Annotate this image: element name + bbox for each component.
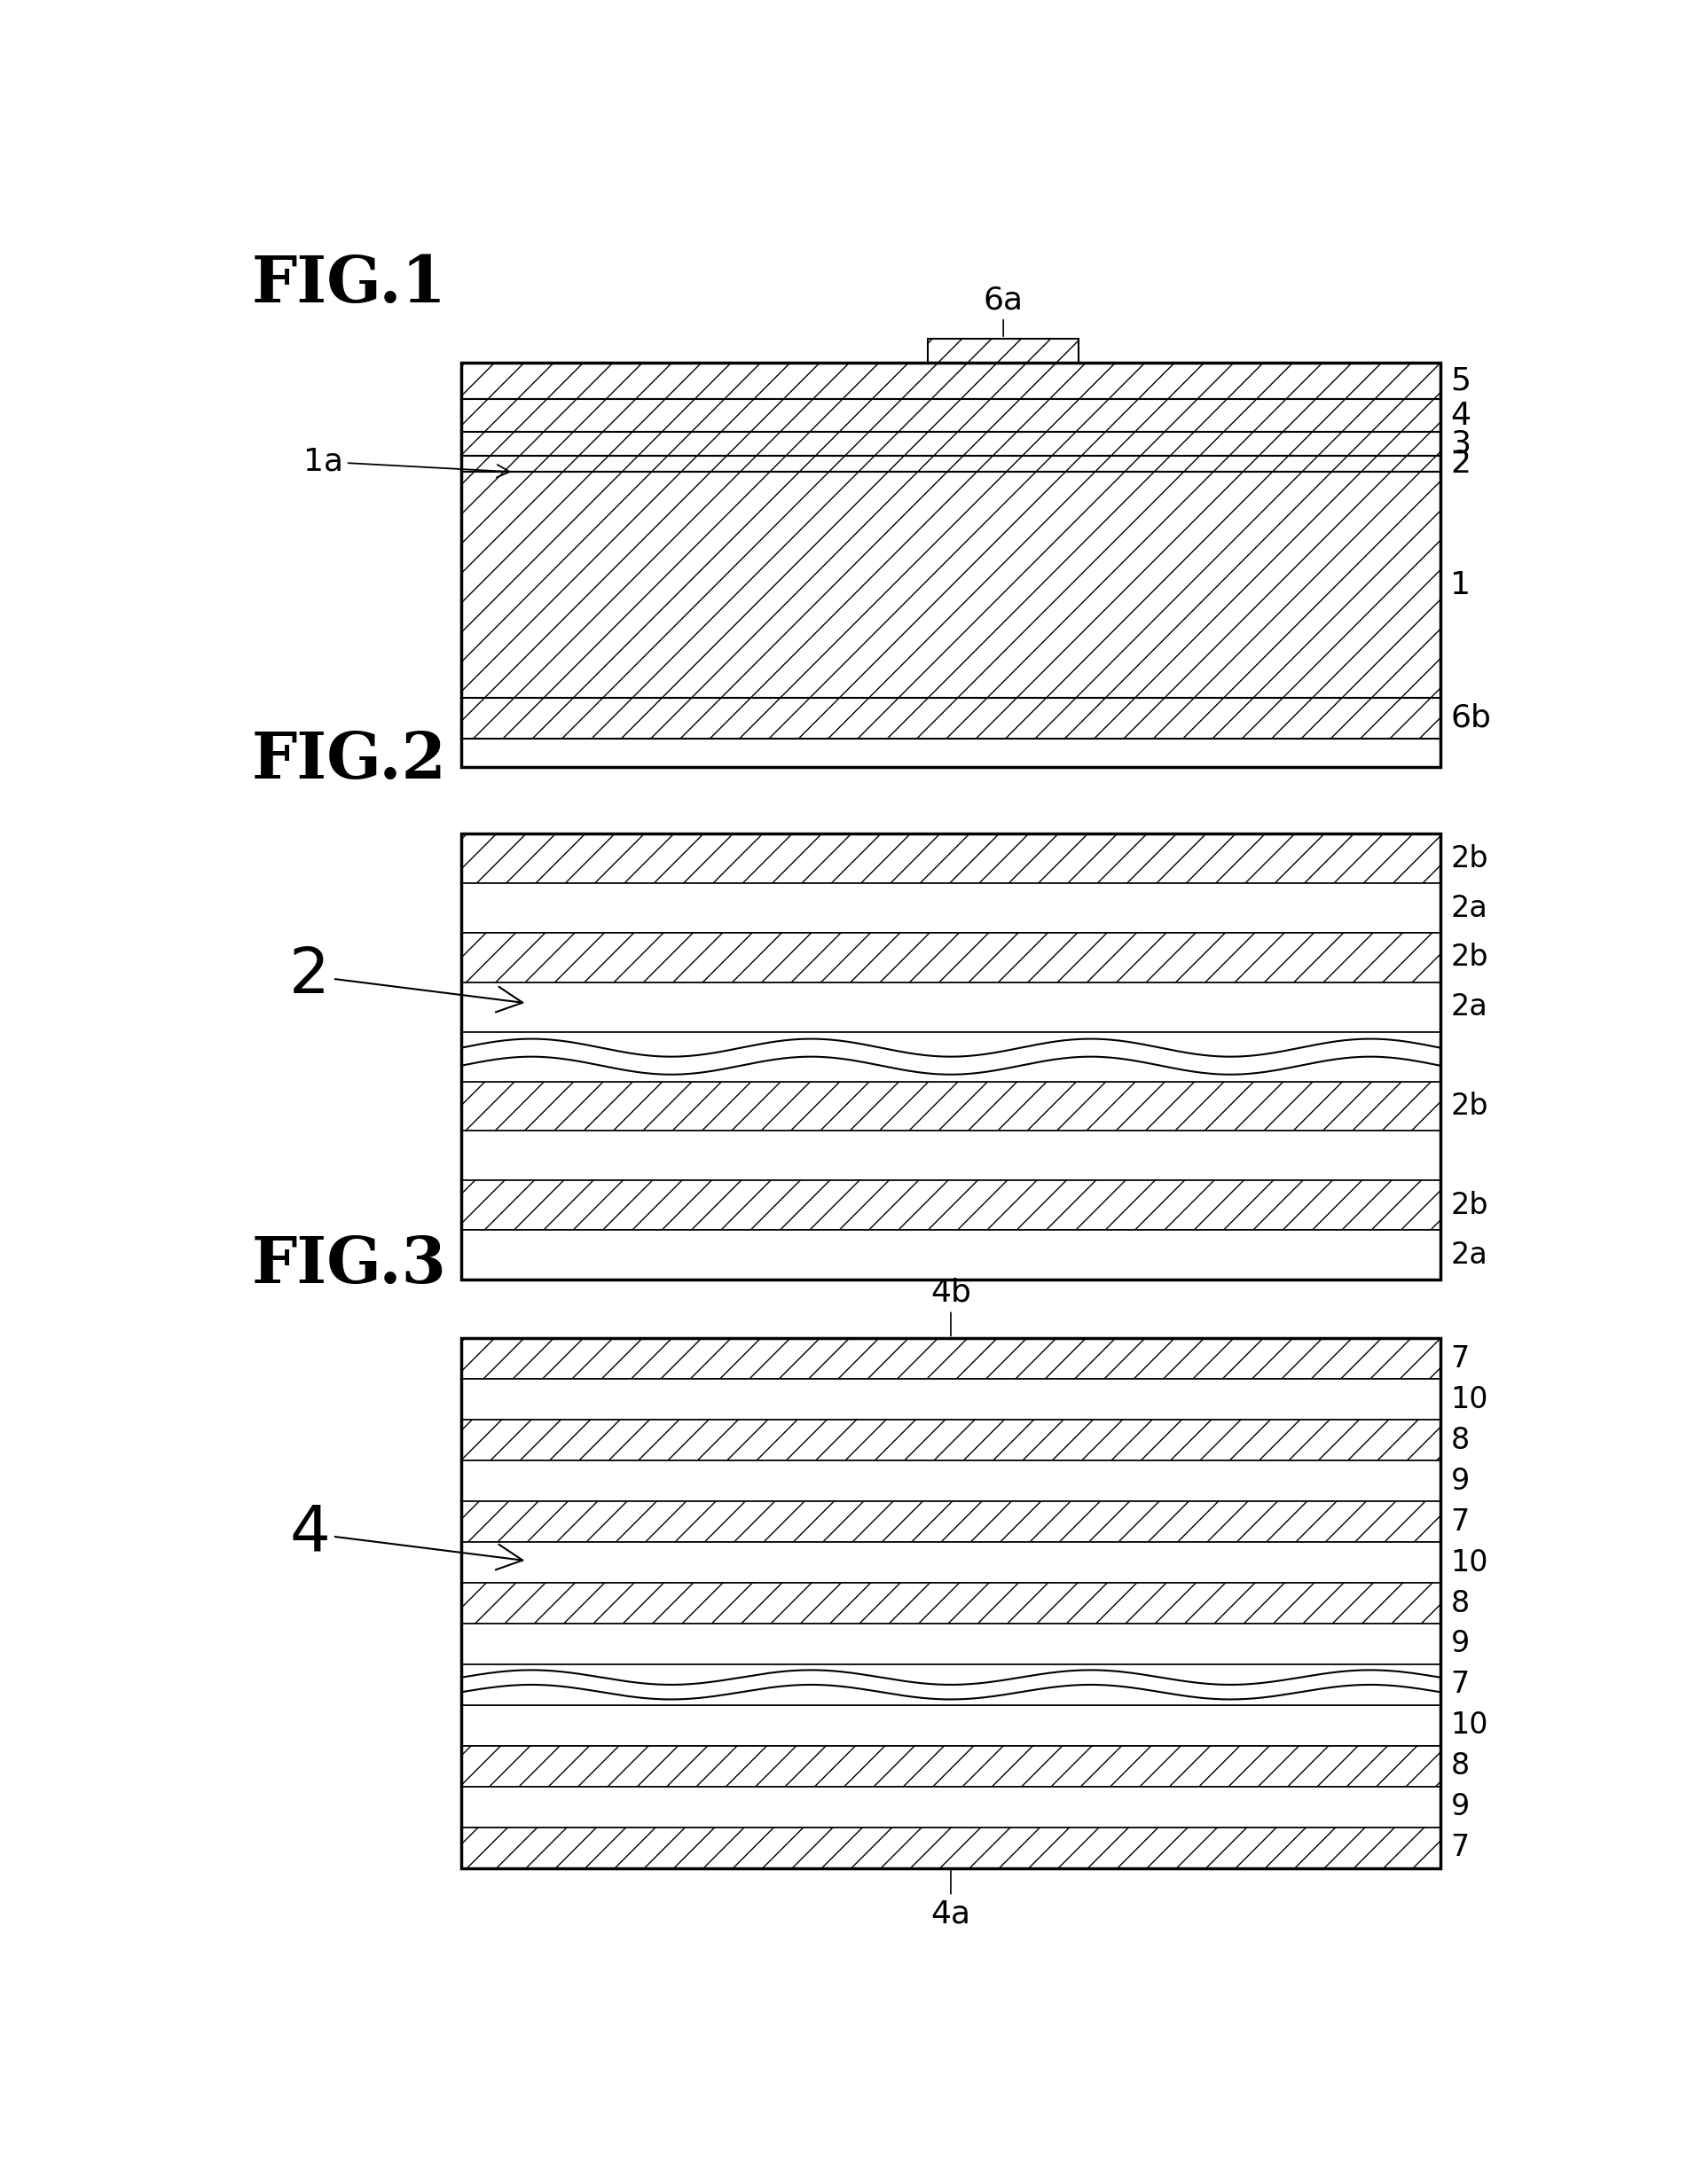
Bar: [461, 882, 1441, 933]
Bar: [461, 1081, 1441, 1131]
Bar: [461, 363, 1441, 400]
Text: 7: 7: [1451, 1343, 1470, 1374]
Text: 6b: 6b: [1451, 703, 1492, 734]
Text: 8: 8: [1451, 1426, 1470, 1455]
Bar: [461, 1461, 1441, 1500]
Bar: [461, 1420, 1441, 1461]
Text: FIG.3: FIG.3: [251, 1234, 446, 1297]
Text: 4: 4: [290, 1503, 522, 1570]
Bar: [461, 400, 1441, 432]
Bar: [461, 363, 1441, 767]
Bar: [461, 1230, 1441, 1280]
Text: 3: 3: [1451, 428, 1471, 459]
Text: FIG.2: FIG.2: [251, 729, 446, 793]
Text: 2b: 2b: [1451, 1092, 1488, 1120]
Bar: [461, 1583, 1441, 1623]
Text: 1: 1: [1451, 570, 1471, 601]
Bar: [461, 1500, 1441, 1542]
Text: 2: 2: [1451, 448, 1471, 478]
Bar: [927, 339, 1080, 363]
Text: 2a: 2a: [1451, 893, 1488, 924]
Bar: [461, 1623, 1441, 1664]
Text: 4: 4: [1451, 400, 1471, 430]
Bar: [461, 1828, 1441, 1867]
Bar: [461, 456, 1441, 472]
Bar: [461, 1339, 1441, 1867]
Bar: [461, 1542, 1441, 1583]
Text: 6a: 6a: [983, 284, 1024, 336]
Text: 2a: 2a: [1451, 1241, 1488, 1269]
Text: 10: 10: [1451, 1548, 1488, 1577]
Bar: [461, 983, 1441, 1031]
Text: 2b: 2b: [1451, 843, 1488, 874]
Text: 4b: 4b: [931, 1278, 971, 1337]
Bar: [461, 834, 1441, 882]
Bar: [461, 1664, 1441, 1706]
Bar: [461, 1131, 1441, 1182]
Text: 7: 7: [1451, 1832, 1470, 1863]
Text: 10: 10: [1451, 1710, 1488, 1741]
Text: 4a: 4a: [931, 1870, 971, 1928]
Text: 2: 2: [290, 946, 522, 1011]
Text: 9: 9: [1451, 1793, 1470, 1821]
Text: 7: 7: [1451, 1507, 1470, 1535]
Bar: [461, 1706, 1441, 1745]
Bar: [461, 834, 1441, 1280]
Bar: [461, 1339, 1441, 1378]
Bar: [461, 1182, 1441, 1230]
Text: 2a: 2a: [1451, 992, 1488, 1022]
Bar: [461, 432, 1441, 456]
Bar: [461, 1031, 1441, 1081]
Text: 8: 8: [1451, 1752, 1470, 1780]
Bar: [461, 1787, 1441, 1828]
Text: 1a: 1a: [303, 448, 510, 478]
Text: 9: 9: [1451, 1465, 1470, 1496]
Bar: [461, 699, 1441, 738]
Bar: [461, 1378, 1441, 1420]
Text: 2b: 2b: [1451, 1190, 1488, 1221]
Bar: [461, 1745, 1441, 1787]
Text: 5: 5: [1451, 367, 1471, 395]
Text: 10: 10: [1451, 1385, 1488, 1413]
Text: 2b: 2b: [1451, 943, 1488, 972]
Text: 7: 7: [1451, 1671, 1470, 1699]
Bar: [461, 472, 1441, 699]
Bar: [461, 933, 1441, 983]
Text: 9: 9: [1451, 1629, 1470, 1658]
Text: 8: 8: [1451, 1588, 1470, 1618]
Text: FIG.1: FIG.1: [251, 253, 446, 317]
